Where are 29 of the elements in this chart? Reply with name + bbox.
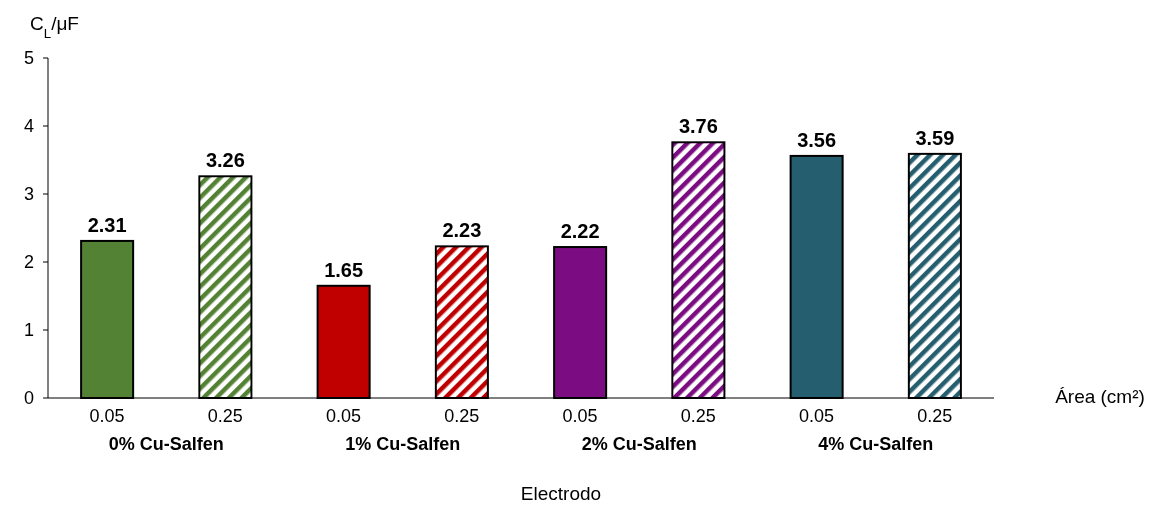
x-tick-label: 0.05 [326,406,362,426]
y-tick-label: 0 [23,388,34,409]
text: 0% Cu-Salfen [108,434,224,454]
x-tick-label: 0.25 [680,406,716,426]
y-tick-label: 2 [23,252,34,273]
text: 2% Cu-Salfen [581,434,697,454]
x-tick-label: 0.25 [444,406,480,426]
x-tick-label: 0.05 [89,406,125,426]
data-label: 3.56 [797,128,837,151]
data-label: 2.31 [87,213,127,236]
x-tick-label: 0.05 [562,406,598,426]
x-tick-label: 0.05 [799,406,835,426]
data-label: 1.65 [324,258,364,281]
data-label: 3.26 [205,149,245,172]
y-tick-label: 4 [23,116,34,137]
y-tick-label: 5 [23,48,34,69]
data-label: 3.76 [678,115,718,138]
y-tick-label: 1 [23,320,34,341]
data-label: 3.59 [915,126,955,149]
data-label: 2.22 [560,220,600,243]
x-tick-label: 0.25 [917,406,953,426]
y-tick-label: 3 [23,184,34,205]
text: 1% Cu-Salfen [345,434,461,454]
text: Área (cm²) [1055,386,1145,407]
y-axis-title: C$_{L}$/μF [30,13,79,41]
data-label: 2.23 [442,219,482,242]
x-axis-title: Electrodo [520,483,602,504]
x-tick-label: 0.25 [207,406,243,426]
text: 4% Cu-Salfen [818,434,934,454]
